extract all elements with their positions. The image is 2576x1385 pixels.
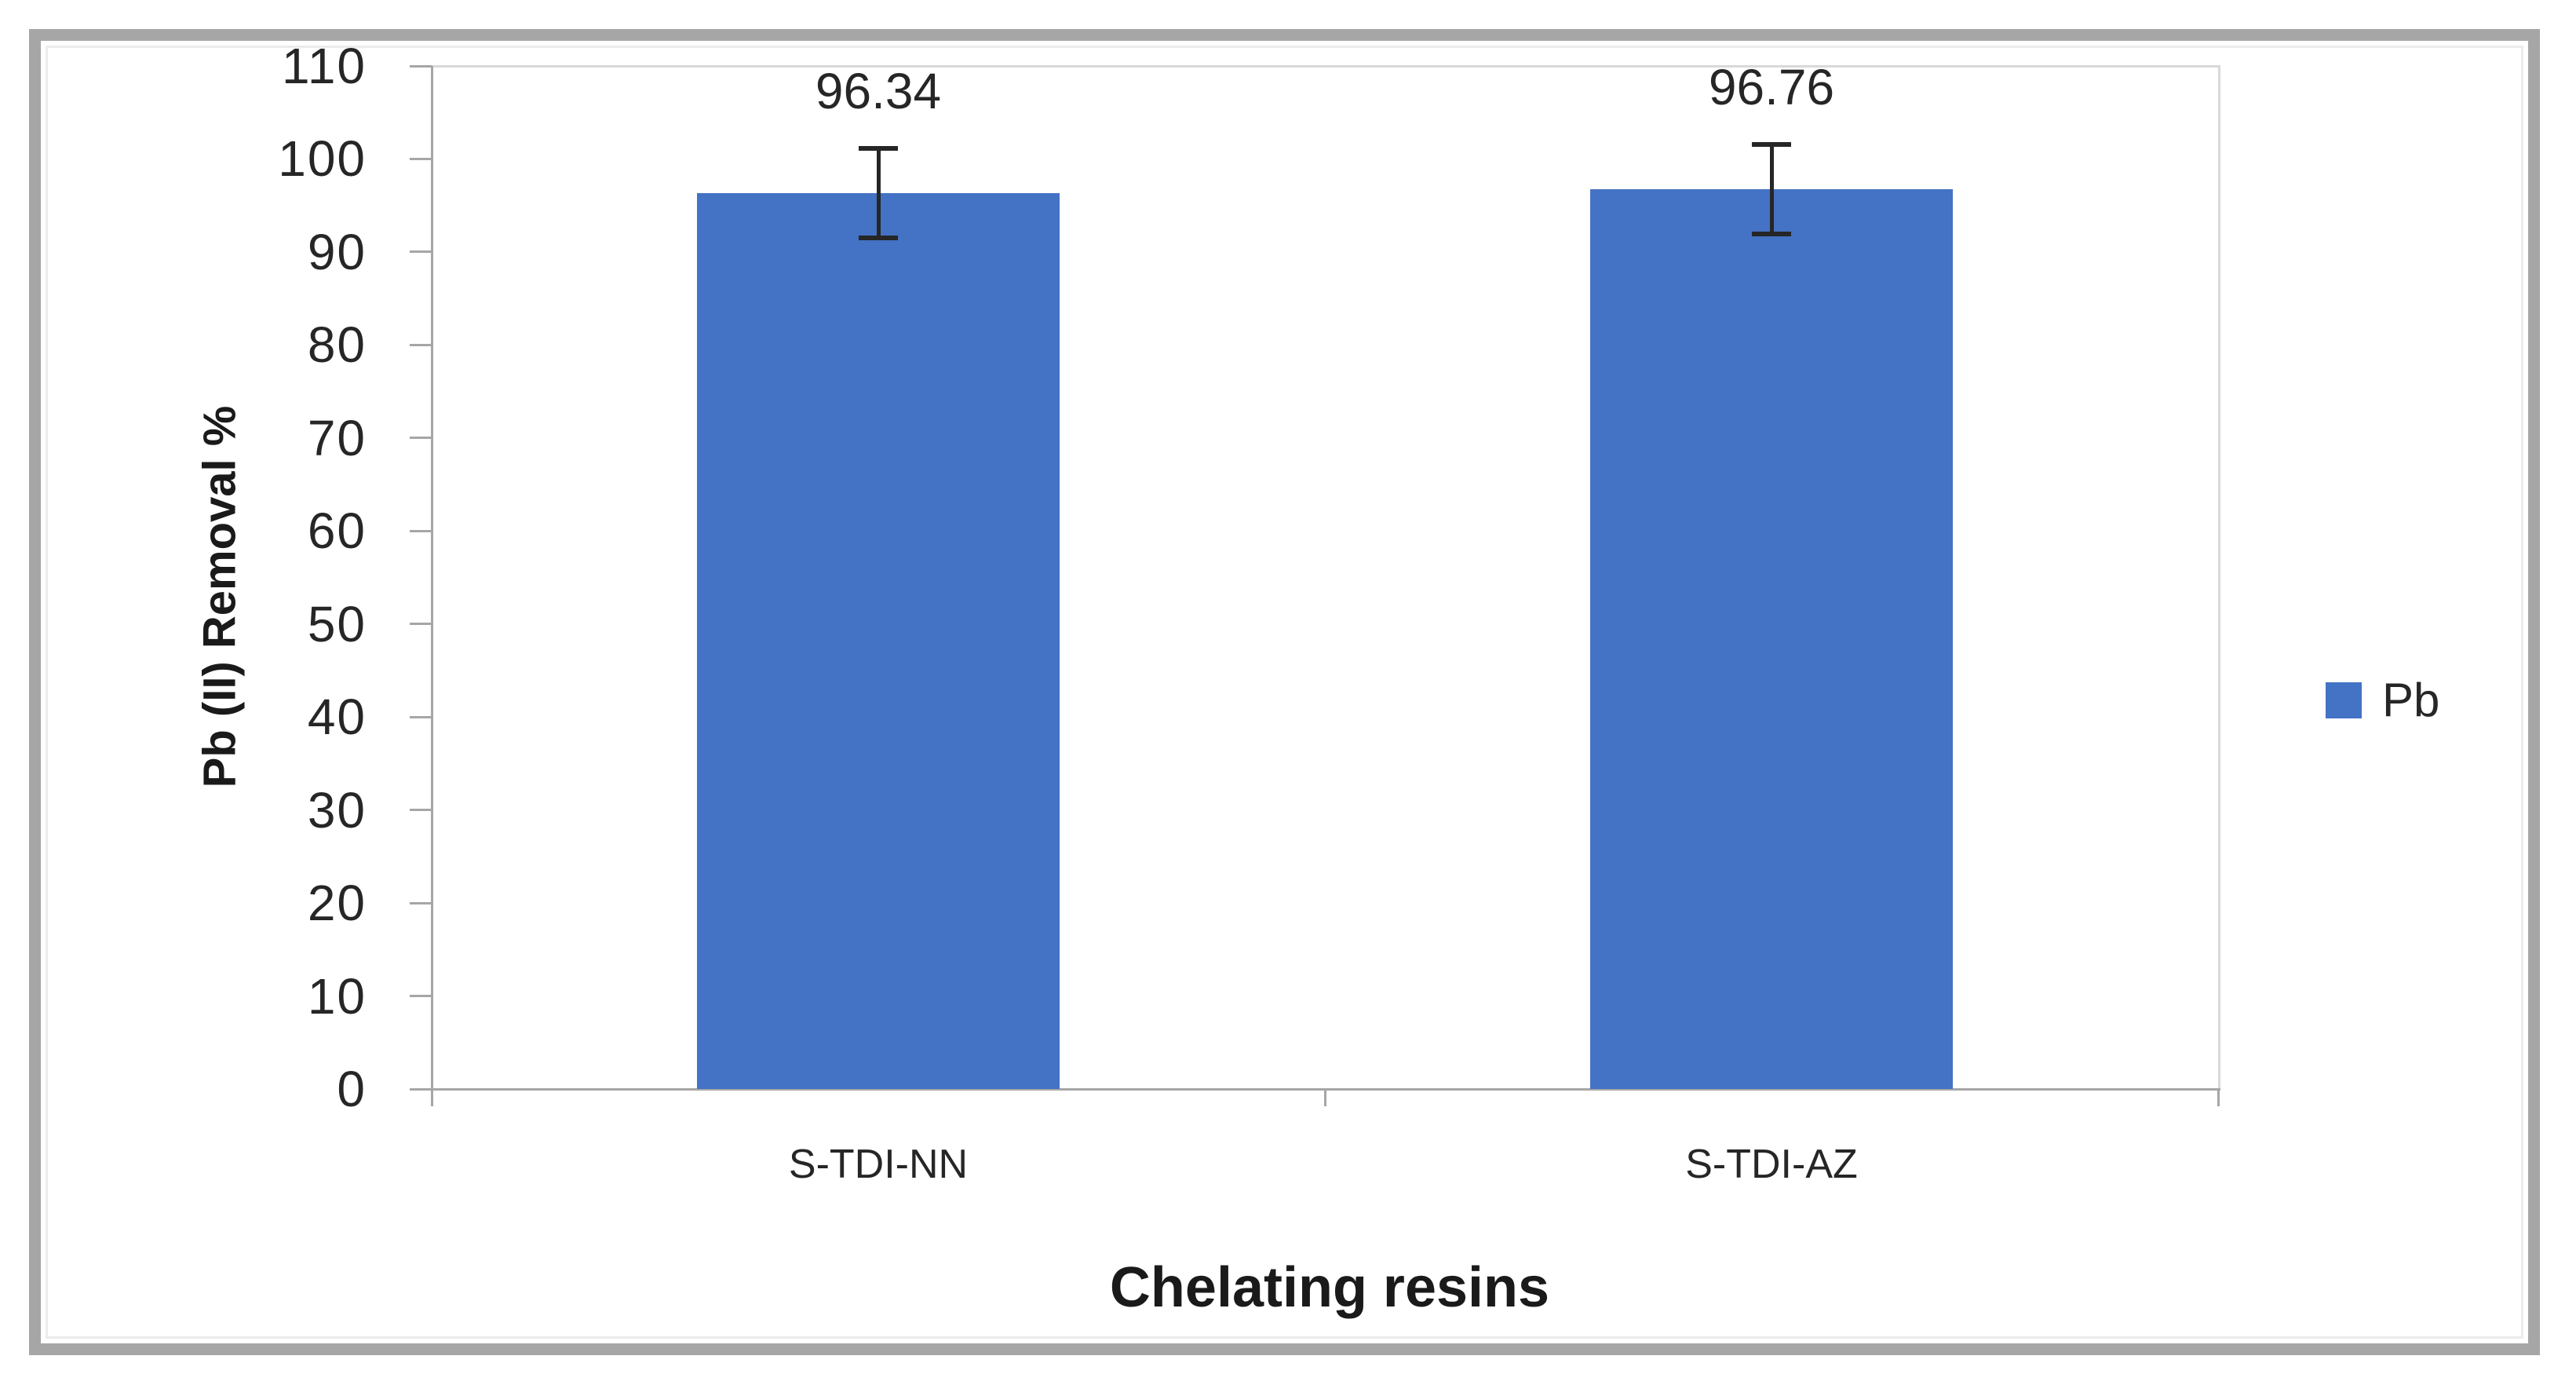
y-axis-tick-label: 80 — [307, 316, 367, 374]
x-category-label: S-TDI-AZ — [1685, 1142, 1858, 1187]
error-bar-cap-top — [859, 145, 898, 151]
x-category-label: S-TDI-NN — [788, 1142, 969, 1187]
x-axis-tick — [2217, 1089, 2220, 1106]
y-axis-tick-label: 110 — [281, 38, 367, 94]
legend-color-swatch — [2326, 682, 2362, 718]
y-axis-tick — [410, 343, 432, 346]
y-axis-tick-label: 30 — [307, 781, 367, 839]
y-axis-tick-label: 50 — [307, 595, 367, 652]
y-axis-tick — [410, 529, 432, 532]
y-axis-tick — [410, 623, 432, 626]
bar-S-TDI-AZ — [1590, 188, 1953, 1089]
y-axis-tick — [410, 809, 432, 812]
y-axis-tick — [410, 64, 432, 68]
picture-frame — [29, 29, 2540, 1355]
y-axis-tick-label: 100 — [278, 130, 367, 188]
y-axis-tick-label: 10 — [307, 967, 367, 1025]
x-axis-tick — [430, 1089, 433, 1106]
y-axis-tick — [410, 901, 432, 904]
y-axis-tick — [410, 157, 432, 160]
legend: Pb — [2326, 677, 2439, 724]
error-bar-line — [876, 148, 881, 238]
data-label: 96.34 — [815, 62, 942, 119]
y-axis-tick — [410, 995, 432, 998]
error-bar-cap-bottom — [859, 235, 898, 240]
y-axis-title: Pb (II) Removal % — [194, 405, 246, 788]
y-axis-tick-label: 40 — [307, 689, 367, 746]
y-axis-tick — [410, 250, 432, 254]
error-bar-cap-top — [1752, 141, 1791, 147]
y-axis-tick-label: 60 — [307, 502, 367, 560]
y-axis-tick-label: 20 — [307, 875, 367, 932]
error-bar-cap-bottom — [1752, 231, 1791, 236]
y-axis-tick-label: 90 — [307, 223, 367, 280]
plot-area-top-border — [432, 65, 2220, 68]
x-axis-tick — [1323, 1089, 1326, 1106]
y-axis-tick — [410, 437, 432, 440]
data-label: 96.76 — [1708, 58, 1835, 115]
y-axis-tick — [410, 1087, 432, 1091]
y-axis-tick-label: 70 — [307, 409, 367, 466]
legend-label: Pb — [2382, 674, 2440, 726]
plot-area-right-border — [2218, 66, 2220, 1089]
bar-S-TDI-NN — [697, 192, 1060, 1089]
y-axis-line — [431, 66, 433, 1091]
y-axis-tick-label: 0 — [337, 1061, 367, 1117]
x-axis-title: Chelating resins — [1109, 1256, 1550, 1319]
error-bar-line — [1769, 144, 1774, 234]
y-axis-tick — [410, 715, 432, 718]
